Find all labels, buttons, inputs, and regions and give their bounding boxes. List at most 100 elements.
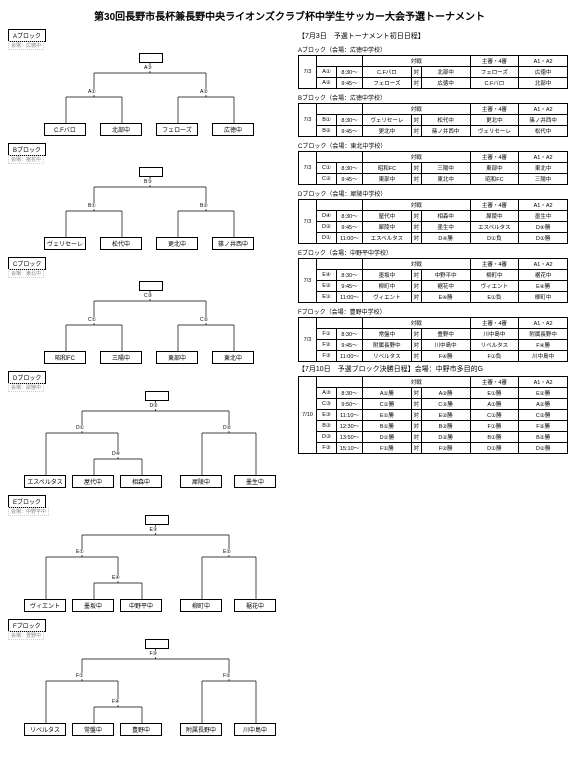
team-box: 墨坂中 [72, 599, 114, 612]
table-cell: 昭和FC [470, 174, 519, 185]
bracket-block: Cブロック会場：東北中C③C①C②昭和FC三陽中東部中東北中 [8, 257, 288, 365]
schedule-table: 7/3 対戦主審・4審A1・A2A①8:30～C.Fバロ対北部中フェローズ広徳中… [298, 55, 568, 89]
table-cell: エスペルタス [363, 233, 412, 244]
schedule-table: 7/3 対戦主審・4審A1・A2F①8:30～常盤中対豊野中川中島中附属長野中F… [298, 317, 568, 362]
bracket-node-label: C③ [144, 293, 152, 299]
team-box: 川中島中 [234, 723, 276, 736]
main-columns: Aブロック会場：広徳中A③A①A②C.Fバロ北部中フェローズ広徳中Bブロック会場… [8, 29, 571, 743]
table-cell: B①勝 [363, 421, 412, 432]
table-cell: C①勝 [363, 399, 412, 410]
table-cell: 対 [411, 78, 421, 89]
table-cell: 附属長野中 [363, 340, 412, 351]
table-cell: 8:30～ [337, 388, 363, 399]
table-cell: 対 [411, 211, 421, 222]
table-cell: 対 [411, 340, 421, 351]
table-cell: F①勝 [363, 443, 412, 454]
table-cell: 附属長野中 [519, 329, 568, 340]
table-cell: 対 [411, 410, 421, 421]
table-cell: F② [317, 340, 337, 351]
bracket-node-label: B② [200, 203, 208, 209]
table-cell: 9:45～ [337, 222, 363, 233]
table-row: D②9:45～犀陵中対墨生中エスペルタスD④勝 [299, 222, 568, 233]
table-cell: エスペルタス [470, 222, 519, 233]
table-cell: フェローズ [470, 67, 519, 78]
table-cell: 9:45～ [337, 78, 363, 89]
table-cell: D②勝 [519, 233, 568, 244]
table-cell: 8:30～ [337, 211, 363, 222]
table-cell: リベルタス [470, 340, 519, 351]
table-cell: 対 [411, 67, 421, 78]
table-cell: C.Fバロ [363, 67, 412, 78]
table-cell: A③ [317, 388, 337, 399]
table-cell: 更北中 [363, 126, 412, 137]
table-cell: C.Fバロ [470, 78, 519, 89]
table-cell: B②勝 [421, 421, 470, 432]
table-cell: 対 [411, 281, 421, 292]
bracket-node-label: D① [76, 425, 84, 431]
table-row: F①8:30～常盤中対豊野中川中島中附属長野中 [299, 329, 568, 340]
table-cell: ヴェリセーレ [363, 115, 412, 126]
table-cell: 裾花中 [421, 281, 470, 292]
bracket-tree [8, 495, 288, 613]
table-cell: E①勝 [470, 388, 519, 399]
winner-box [139, 53, 163, 63]
table-row: C③9:50～C①勝対C②勝A①勝A②勝 [299, 399, 568, 410]
table-cell: 相森中 [421, 211, 470, 222]
team-box: 三陽中 [100, 351, 142, 364]
table-cell: D①勝 [363, 432, 412, 443]
bracket-block: Fブロック会場：豊野中F③F①F②F④リベルタス常盤中豊野中附属長野中川中島中 [8, 619, 288, 737]
table-cell: 対 [411, 174, 421, 185]
table-cell: B①勝 [470, 432, 519, 443]
team-box: 北部中 [100, 123, 142, 136]
table-cell: 対 [411, 351, 421, 362]
table-cell: D② [317, 222, 337, 233]
schedule-table: 7/3 対戦主審・4審A1・A2C①8:30～昭和FC対三陽中東部中東北中C②9… [298, 151, 568, 185]
brackets-column: Aブロック会場：広徳中A③A①A②C.Fバロ北部中フェローズ広徳中Bブロック会場… [8, 29, 288, 743]
table-cell: E④ [317, 270, 337, 281]
team-box: 常盤中 [72, 723, 114, 736]
table-cell: E④勝 [519, 281, 568, 292]
table-cell: D②勝 [421, 432, 470, 443]
table-row: D③13:50～D①勝対D②勝B①勝B②勝 [299, 432, 568, 443]
team-box: 相森中 [120, 475, 162, 488]
table-cell: 更北中 [470, 115, 519, 126]
team-box: 裾花中 [234, 599, 276, 612]
section-header: 【7月10日 予選ブロック決勝日程】会場：中野市多目的G [298, 364, 568, 374]
table-cell: 篠ノ井西中 [519, 115, 568, 126]
table-cell: F③ [317, 443, 337, 454]
table-row: A②9:45～フェローズ対広徳中C.Fバロ北部中 [299, 78, 568, 89]
table-cell: 川中島中 [421, 340, 470, 351]
table-cell: C①勝 [470, 410, 519, 421]
bracket-tree [8, 143, 288, 251]
table-row: F③11:00～リベルタス対F④勝F①負川中島中 [299, 351, 568, 362]
table-cell: D②勝 [519, 443, 568, 454]
schedule-table: 7/3 対戦主審・4審A1・A2E④8:30～墨坂中対中野平中柳町中裾花中E②9… [298, 258, 568, 303]
table-cell: F②勝 [421, 443, 470, 454]
table-cell: D①勝 [470, 443, 519, 454]
table-cell: D④ [317, 211, 337, 222]
table-row: C①8:30～昭和FC対三陽中東部中東北中 [299, 163, 568, 174]
group-title: Dブロック（会場：犀陵中学校） [298, 189, 568, 198]
bracket-node-label: F② [223, 673, 231, 679]
table-cell: 8:30～ [337, 115, 363, 126]
table-cell: 9:50～ [337, 399, 363, 410]
table-cell: 松代中 [421, 115, 470, 126]
table-cell: ヴィエント [470, 281, 519, 292]
team-box: フェローズ [156, 123, 198, 136]
group-title: Bブロック（会場：広徳中学校） [298, 93, 568, 102]
table-header-row: 7/3 対戦主審・4審A1・A2 [299, 104, 568, 115]
winner-box [139, 167, 163, 177]
table-cell: 墨生中 [421, 222, 470, 233]
team-box: C.Fバロ [44, 123, 86, 136]
team-box: 昭和FC [44, 351, 86, 364]
bracket-node-label: D③ [150, 403, 158, 409]
table-cell: 15:10～ [337, 443, 363, 454]
table-cell: 対 [411, 388, 421, 399]
table-cell: E①勝 [363, 410, 412, 421]
table-header-row: 7/3 対戦主審・4審A1・A2 [299, 318, 568, 329]
table-cell: A② [317, 78, 337, 89]
team-box: 中野平中 [120, 599, 162, 612]
table-cell: A① [317, 67, 337, 78]
table-cell: 中野平中 [421, 270, 470, 281]
table-cell: 9:45～ [337, 340, 363, 351]
